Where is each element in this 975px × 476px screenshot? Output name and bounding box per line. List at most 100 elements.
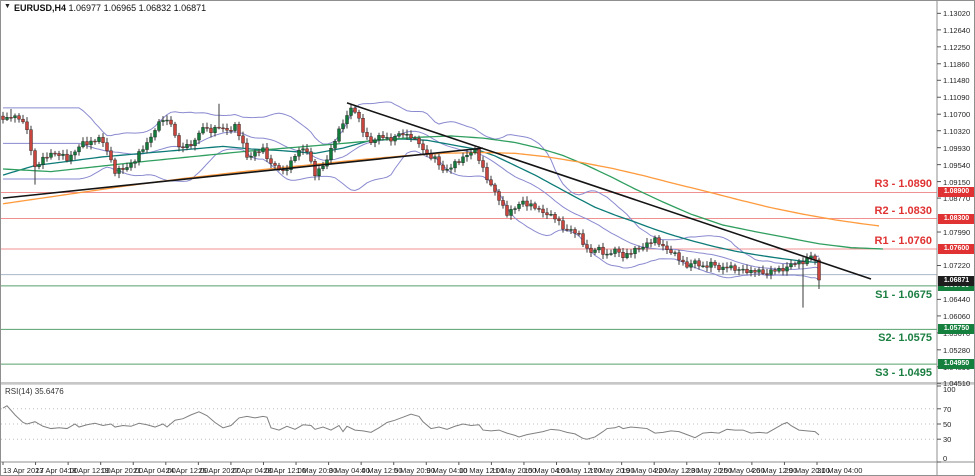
candle-bear (637, 247, 641, 250)
time-axis-label: 16 May 12:00 (556, 466, 602, 475)
candle-bull (393, 136, 397, 142)
time-axis-label: 22 May 12:00 (654, 466, 700, 475)
candle-bear (241, 135, 245, 144)
candle-bull (161, 120, 165, 122)
candle-bear (493, 184, 497, 192)
candle-bull (129, 163, 133, 168)
candle-bull (133, 161, 137, 164)
candle-bull (125, 167, 129, 170)
candle-bear (209, 127, 213, 133)
ma-teal-line (2, 138, 820, 264)
candle-bull (349, 107, 353, 116)
price-tag-current: 1.06871 (938, 275, 974, 286)
time-axis-label: 25 May 04:00 (719, 466, 765, 475)
candle-bull (693, 260, 697, 264)
trendline-ascending-support (2, 147, 484, 199)
candle-bear (269, 158, 273, 164)
price-tag-s3: 1.04950 (938, 359, 974, 370)
candle-bear (29, 129, 33, 151)
candle-bear (697, 260, 701, 267)
candle-bear (725, 266, 729, 269)
candle-bear (425, 149, 429, 154)
candle-bull (77, 146, 81, 153)
candle-bull (377, 135, 381, 141)
candle-bull (201, 127, 205, 134)
candle-bull (165, 119, 169, 122)
candle-bull (345, 115, 349, 124)
price-axis-tick: 1.08770 (943, 194, 971, 204)
candle-bull (605, 253, 609, 256)
candle-bear (685, 261, 689, 268)
time-axis-label: 19 May 04:00 (621, 466, 668, 475)
candle-bear (45, 156, 49, 159)
candle-bear (761, 269, 765, 274)
time-axis-label: 19 Apr 20:00 (100, 466, 144, 475)
candle-bear (537, 208, 541, 210)
candle-bull (145, 142, 149, 150)
price-axis-tick: 1.06060 (943, 311, 971, 321)
price-axis-tick: 1.07990 (943, 228, 971, 238)
candle-bear (525, 200, 529, 207)
candle-bear (481, 160, 485, 168)
time-axis-label: 1 May 20:00 (296, 466, 338, 475)
candle-bear (381, 135, 385, 139)
candle-bull (301, 148, 305, 151)
candle-bear (485, 167, 489, 180)
candle-bull (453, 161, 457, 169)
candle-bear (793, 263, 797, 265)
candle-bear (101, 137, 105, 143)
rsi-indicator-label: RSI(14) 35.6476 (5, 387, 64, 396)
candle-bull (689, 263, 693, 268)
price-axis-tick: 1.09150 (943, 177, 971, 187)
candle-bull (653, 237, 657, 244)
candle-bear (245, 142, 249, 158)
candle-bull (317, 168, 321, 177)
candle-bull (757, 269, 761, 273)
candle-bull (293, 155, 297, 161)
candle-bull (249, 156, 253, 158)
candle-bear (177, 135, 181, 148)
window-marker-icon: ▼ (4, 3, 11, 10)
candle-bull (625, 253, 629, 258)
candle-bear (413, 137, 417, 140)
time-axis-label: 23 May 20:00 (686, 466, 733, 475)
candle-bull (433, 156, 437, 159)
time-axis-label: 28 Apr 12:00 (263, 466, 307, 475)
candle-bull (741, 268, 745, 271)
candle-bull (89, 140, 93, 145)
time-axis-label: 31 May 04:00 (817, 466, 863, 475)
candle-bear (21, 118, 25, 123)
candle-bear (501, 200, 505, 206)
time-axis-label: 9 May 04:00 (426, 466, 468, 475)
candle-bear (217, 126, 221, 129)
price-axis-tick: 1.12250 (943, 42, 971, 52)
time-axis-label: 3 May 04:00 (328, 466, 370, 475)
candle-bear (765, 273, 769, 275)
candle-bull (137, 151, 141, 162)
time-axis-label: 10 May 12:00 (458, 466, 505, 475)
candle-bear (801, 261, 805, 265)
candle-bear (53, 152, 57, 155)
candle-bear (281, 169, 285, 171)
candle-bear (105, 142, 109, 151)
candle-bull (197, 132, 201, 141)
candle-bull (337, 128, 341, 142)
candle-bear (657, 237, 661, 245)
candle-bear (573, 229, 577, 234)
candle-bull (569, 229, 573, 231)
candle-bear (617, 248, 621, 253)
candle-bear (33, 150, 37, 167)
candle-bull (445, 169, 449, 171)
candle-bear (585, 244, 589, 249)
candle-bull (721, 266, 725, 270)
price-tag-r1: 1.07600 (938, 243, 974, 254)
candle-bull (469, 152, 473, 156)
candle-bear (237, 124, 241, 137)
candle-bull (117, 168, 121, 174)
candle-bear (565, 228, 569, 231)
candle-bull (157, 121, 161, 131)
candle-bull (709, 261, 713, 268)
candle-bull (385, 137, 389, 139)
